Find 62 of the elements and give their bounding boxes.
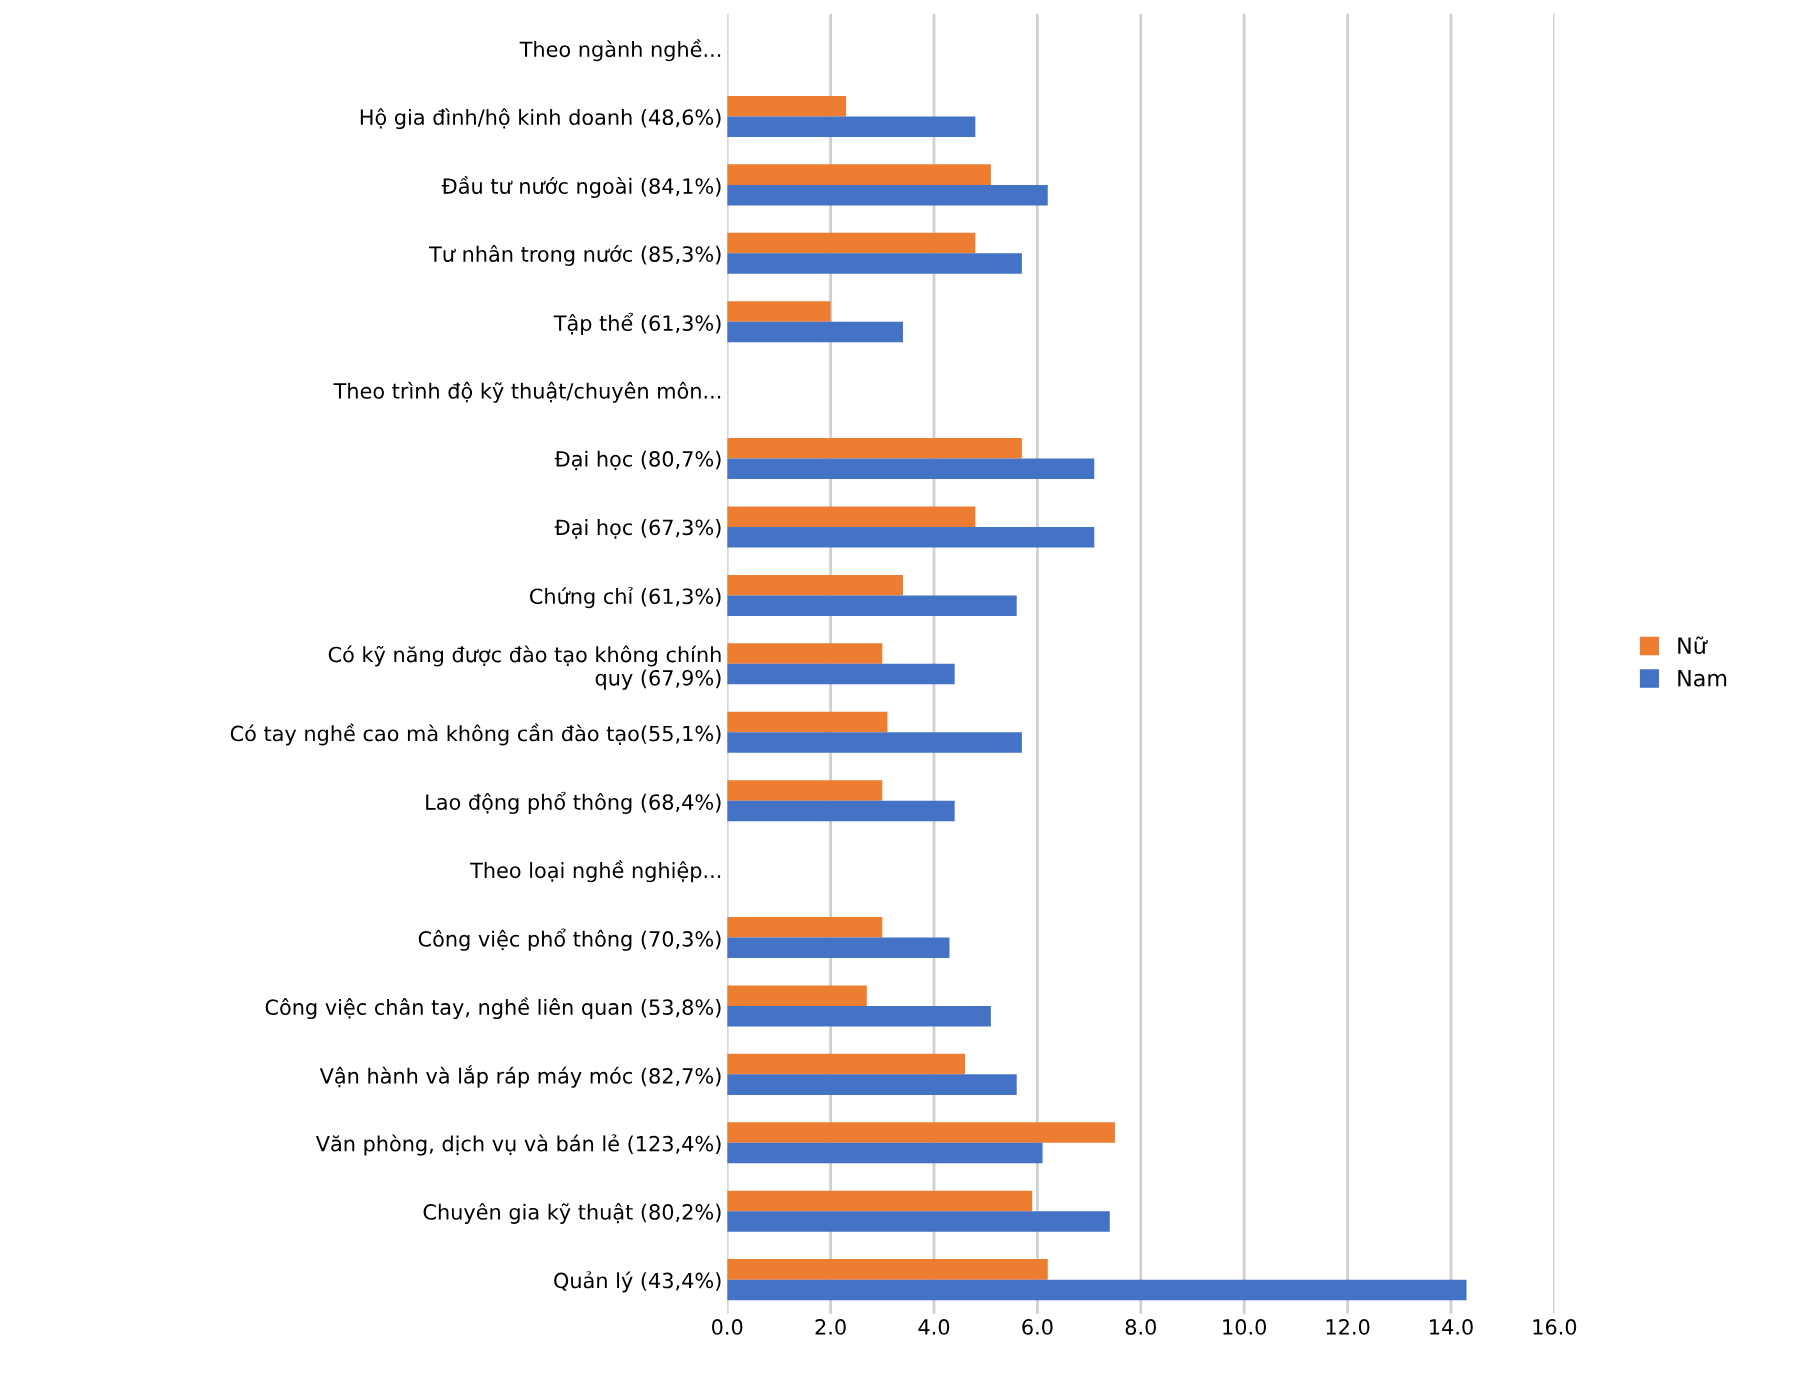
y-tick-label: Hộ gia đình/hộ kinh doanh (48,6%) bbox=[360, 108, 721, 130]
y-tick-label: Công việc phổ thông (70,3%) bbox=[418, 928, 721, 951]
bar bbox=[727, 458, 1095, 480]
legend-label: Nam bbox=[1678, 670, 1727, 687]
bar bbox=[727, 321, 903, 343]
y-tick-label: Đại học (80,7%) bbox=[554, 450, 721, 471]
legend-label: Nữ bbox=[1678, 636, 1708, 654]
y-tick-label: Đầu tư nước ngoài (84,1%) bbox=[441, 176, 721, 199]
x-tick-label: 12.0 bbox=[1326, 1319, 1370, 1335]
bar bbox=[727, 937, 950, 959]
bar bbox=[727, 1053, 966, 1075]
bar bbox=[727, 164, 991, 185]
bar bbox=[727, 663, 955, 685]
bar bbox=[727, 800, 955, 822]
bar bbox=[727, 985, 867, 1006]
y-tick-label: Văn phòng, dịch vụ và bán lẻ (123,4%) bbox=[315, 1134, 721, 1156]
bar bbox=[727, 780, 883, 801]
y-tick-label: Chuyên gia kỹ thuật (80,2%) bbox=[423, 1202, 721, 1224]
bar bbox=[727, 732, 1022, 753]
x-tick-label: 14.0 bbox=[1430, 1319, 1473, 1335]
y-tick-label: Theo ngành nghề... bbox=[519, 39, 721, 62]
bar bbox=[727, 301, 831, 322]
y-tick-label: Có kỹ năng được đào tạo không chính quy (67,9%) bbox=[328, 645, 721, 690]
bar bbox=[727, 1005, 991, 1027]
y-tick-label: Tập thể (61,3%) bbox=[553, 312, 721, 336]
x-tick-label: 10.0 bbox=[1223, 1319, 1266, 1335]
bar bbox=[727, 506, 976, 527]
y-tick-label: Theo loại nghề nghiệp... bbox=[470, 860, 721, 883]
x-tick-label: 8.0 bbox=[1125, 1319, 1156, 1335]
bar bbox=[727, 711, 888, 733]
bar bbox=[727, 438, 1022, 459]
bar bbox=[727, 232, 976, 254]
bar bbox=[727, 574, 903, 596]
y-tick-label: Có tay nghề cao mà không cần đào tạo(55,1%) bbox=[230, 723, 721, 746]
x-tick-label: 0.0 bbox=[712, 1319, 743, 1335]
bar bbox=[727, 1211, 1110, 1232]
bar bbox=[727, 1190, 1033, 1212]
y-tick-label: Tư nhân trong nước (85,3%) bbox=[429, 244, 721, 266]
bar bbox=[727, 95, 847, 117]
bar bbox=[727, 595, 1017, 616]
bar bbox=[727, 1122, 1115, 1143]
bar bbox=[727, 643, 883, 664]
bar bbox=[727, 917, 883, 938]
x-tick-label: 16.0 bbox=[1533, 1319, 1577, 1335]
bar bbox=[727, 1259, 1048, 1280]
bar bbox=[727, 527, 1095, 548]
y-tick-label: Đại học (67,3%) bbox=[554, 519, 721, 539]
x-tick-label: 4.0 bbox=[918, 1319, 950, 1335]
y-tick-label: Công việc chân tay, nghề liên quan (53,8%) bbox=[265, 997, 721, 1020]
bar bbox=[727, 116, 976, 137]
y-tick-label: Vận hành và lắp ráp máy móc (82,7%) bbox=[319, 1065, 721, 1088]
y-tick-label: Lao động phổ thông (68,4%) bbox=[426, 791, 721, 814]
y-tick-label: Chứng chỉ (61,3%) bbox=[530, 586, 721, 609]
bar bbox=[727, 1142, 1043, 1164]
bar bbox=[727, 184, 1048, 206]
bar bbox=[727, 1279, 1467, 1301]
bar bbox=[727, 253, 1022, 274]
y-tick-label: Quản lý (43,4%) bbox=[554, 1271, 721, 1293]
bar bbox=[727, 1074, 1017, 1095]
x-tick-label: 2.0 bbox=[815, 1319, 846, 1335]
y-tick-label: Theo trình độ kỹ thuật/chuyên môn... bbox=[333, 381, 721, 403]
x-tick-label: 6.0 bbox=[1022, 1319, 1053, 1335]
